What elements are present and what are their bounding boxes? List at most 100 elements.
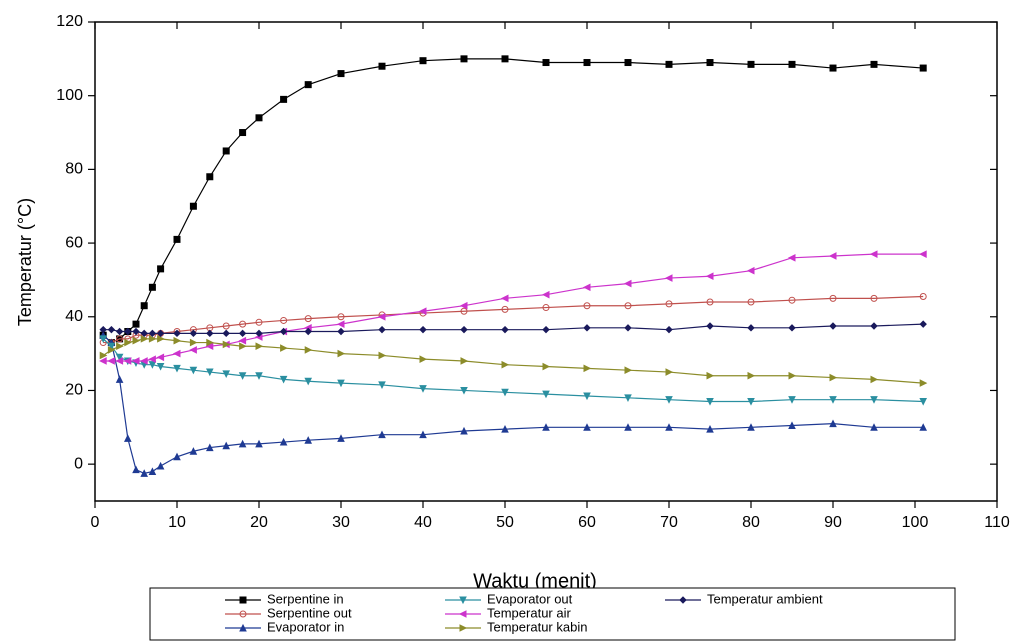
- marker: [174, 338, 180, 344]
- marker: [305, 347, 311, 353]
- marker: [158, 266, 164, 272]
- marker: [379, 327, 385, 333]
- marker: [379, 63, 385, 69]
- legend-label: Evaporator in: [267, 619, 344, 634]
- marker: [256, 115, 262, 121]
- marker: [190, 347, 196, 353]
- y-tick-label: 40: [65, 308, 83, 325]
- marker: [240, 130, 246, 136]
- marker: [748, 61, 754, 67]
- marker: [149, 284, 155, 290]
- marker: [666, 275, 672, 281]
- marker: [584, 325, 590, 331]
- x-tick-label: 10: [168, 514, 186, 531]
- x-tick-label: 20: [250, 514, 268, 531]
- marker: [502, 327, 508, 333]
- marker: [920, 380, 926, 386]
- marker: [502, 56, 508, 62]
- marker: [420, 356, 426, 362]
- y-tick-label: 80: [65, 161, 83, 178]
- marker: [141, 303, 147, 309]
- marker: [117, 376, 123, 382]
- marker: [584, 60, 590, 66]
- marker: [543, 60, 549, 66]
- legend-label: Evaporator out: [487, 591, 573, 606]
- x-tick-label: 70: [660, 514, 678, 531]
- marker: [281, 345, 287, 351]
- marker: [338, 71, 344, 77]
- marker: [584, 284, 590, 290]
- y-tick-label: 60: [65, 234, 83, 251]
- legend-label: Temperatur air: [487, 605, 571, 620]
- marker: [281, 96, 287, 102]
- series-line: [103, 339, 923, 402]
- marker: [108, 327, 114, 333]
- marker: [666, 61, 672, 67]
- marker: [190, 203, 196, 209]
- marker: [920, 321, 926, 327]
- y-tick-label: 120: [56, 13, 83, 30]
- marker: [625, 367, 631, 373]
- marker: [830, 65, 836, 71]
- marker: [338, 329, 344, 335]
- marker: [871, 61, 877, 67]
- y-tick-label: 20: [65, 382, 83, 399]
- marker: [100, 358, 106, 364]
- marker: [379, 352, 385, 358]
- marker: [789, 373, 795, 379]
- marker: [871, 376, 877, 382]
- marker: [338, 321, 344, 327]
- marker: [830, 323, 836, 329]
- marker: [625, 325, 631, 331]
- legend-label: Serpentine in: [267, 591, 344, 606]
- marker: [174, 236, 180, 242]
- marker: [707, 373, 713, 379]
- x-tick-label: 100: [902, 514, 929, 531]
- marker: [748, 325, 754, 331]
- marker: [174, 351, 180, 357]
- marker: [240, 338, 246, 344]
- marker: [789, 61, 795, 67]
- marker: [133, 321, 139, 327]
- marker: [502, 295, 508, 301]
- y-tick-label: 0: [74, 455, 83, 472]
- x-tick-label: 40: [414, 514, 432, 531]
- marker: [789, 255, 795, 261]
- x-tick-label: 0: [91, 514, 100, 531]
- marker: [584, 365, 590, 371]
- marker: [207, 174, 213, 180]
- marker: [871, 251, 877, 257]
- marker: [256, 343, 262, 349]
- marker: [240, 343, 246, 349]
- marker: [223, 148, 229, 154]
- series-line: [103, 335, 923, 473]
- marker: [240, 330, 246, 336]
- marker: [543, 292, 549, 298]
- marker: [666, 369, 672, 375]
- marker: [158, 354, 164, 360]
- marker: [625, 281, 631, 287]
- x-tick-label: 30: [332, 514, 350, 531]
- marker: [223, 330, 229, 336]
- marker: [420, 58, 426, 64]
- x-tick-label: 110: [984, 514, 1010, 531]
- marker: [338, 351, 344, 357]
- marker: [158, 463, 164, 469]
- x-tick-label: 60: [578, 514, 596, 531]
- marker: [207, 330, 213, 336]
- y-axis-label: Temperatur (°C): [15, 198, 35, 326]
- marker: [133, 467, 139, 473]
- marker: [920, 251, 926, 257]
- chart: Waktu (menit) Temperatur (°C) 0102030405…: [0, 0, 1024, 641]
- marker: [748, 268, 754, 274]
- y-tick-label: 100: [56, 87, 83, 104]
- marker: [707, 323, 713, 329]
- marker: [117, 329, 123, 335]
- marker: [789, 325, 795, 331]
- legend-label: Temperatur kabin: [487, 619, 587, 634]
- legend-label: Serpentine out: [267, 605, 352, 620]
- marker: [666, 327, 672, 333]
- marker: [871, 323, 877, 329]
- marker: [190, 340, 196, 346]
